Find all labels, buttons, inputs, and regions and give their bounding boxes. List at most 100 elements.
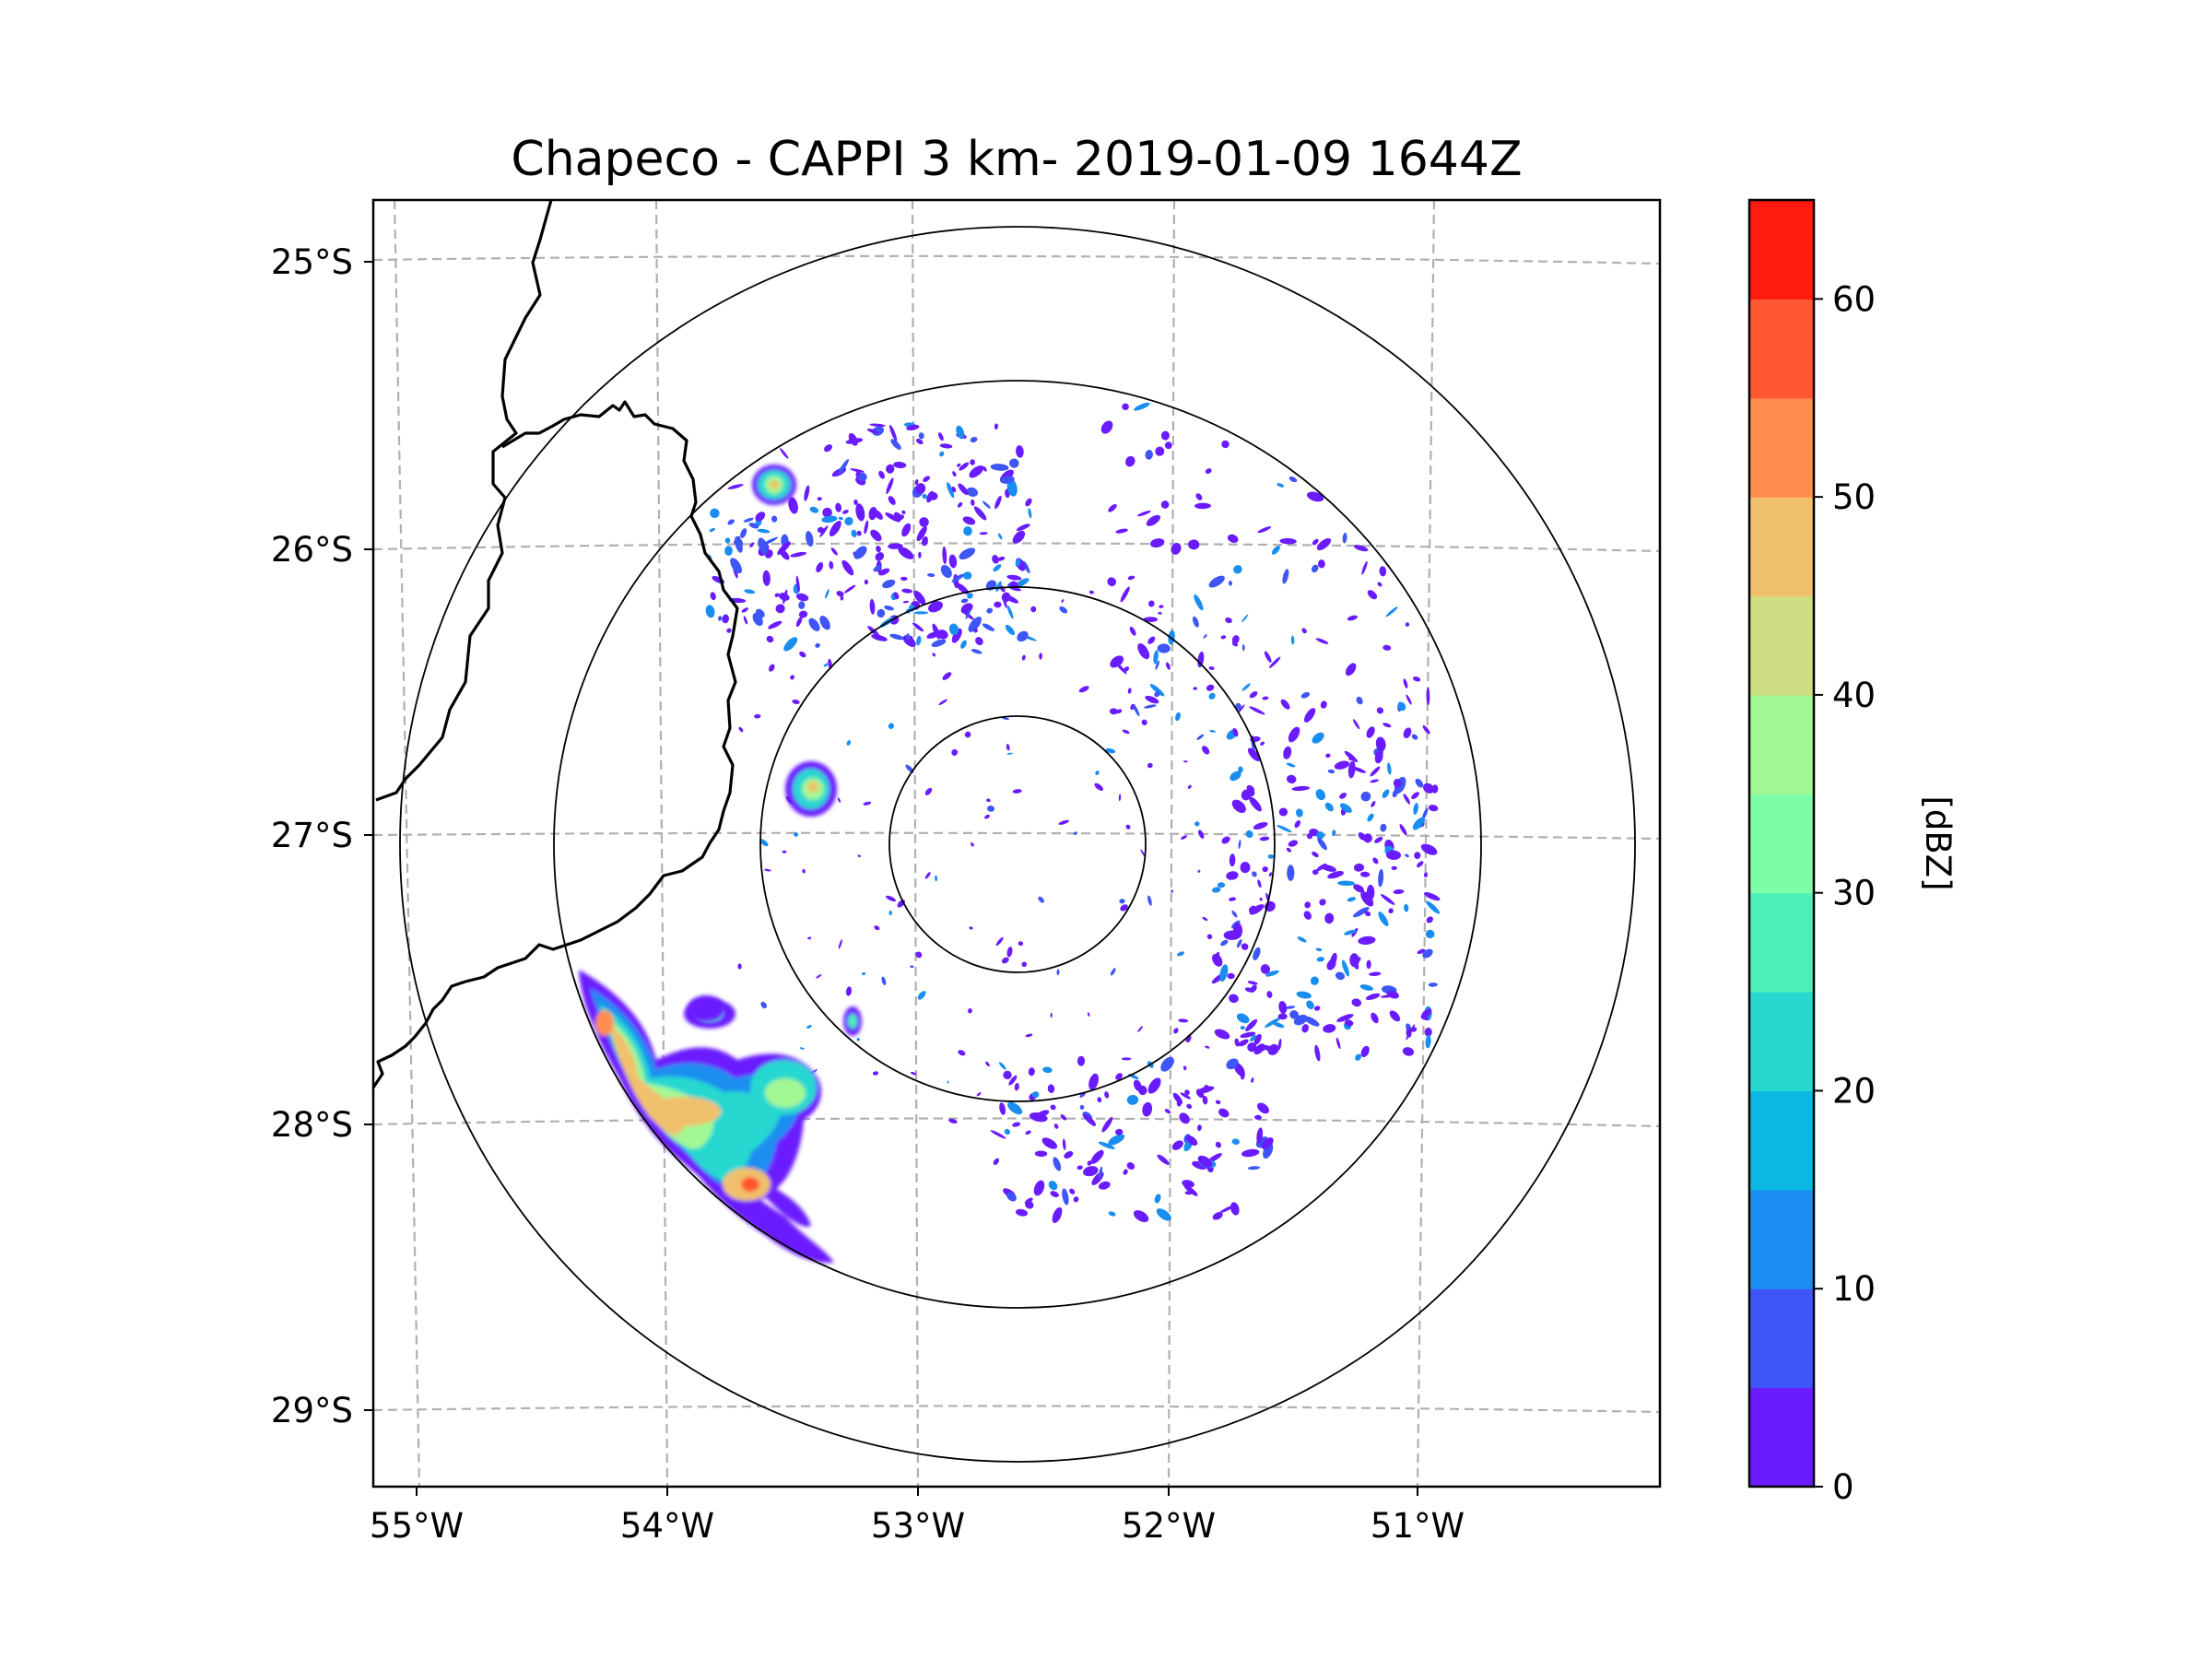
echo-speck: [888, 723, 894, 730]
echo-speck: [1187, 784, 1192, 789]
echo-speck: [748, 523, 759, 529]
echo-speck: [1034, 1150, 1048, 1158]
echo-speck: [749, 542, 755, 547]
echo-speck: [915, 951, 923, 959]
echo-speck: [1062, 1138, 1066, 1150]
echo-speck: [1240, 862, 1251, 874]
echo-speck: [855, 503, 865, 522]
echo-speck: [1230, 771, 1241, 782]
colorbar-segment: [1749, 892, 1814, 993]
echo-speck: [1327, 870, 1344, 879]
echo-speck: [1188, 539, 1200, 550]
echo-speck: [850, 468, 865, 473]
echo-speck: [1406, 694, 1412, 705]
echo-speck: [1047, 1084, 1055, 1093]
echo-speck: [1426, 900, 1441, 914]
echo-speck: [1247, 981, 1258, 985]
echo-speck: [1288, 726, 1300, 743]
echo-speck: [1095, 771, 1100, 776]
echo-speck: [1178, 1018, 1189, 1023]
echo-speck: [816, 562, 824, 572]
echo-speck: [1154, 1194, 1161, 1204]
echo-speck: [993, 564, 1002, 572]
echo-speck: [1186, 1103, 1193, 1110]
lon-label-55: 55°W: [370, 1506, 464, 1546]
echo-speck: [1249, 904, 1265, 915]
echo-speck: [754, 713, 761, 719]
echo-speck: [1157, 643, 1171, 653]
border-argentina-paraguay: [375, 200, 553, 802]
echo-speck: [1260, 741, 1265, 746]
border-argentina-brazil: [373, 400, 739, 1088]
echo-speck: [1259, 897, 1263, 901]
echo-speck: [1365, 993, 1381, 1001]
echo-speck: [766, 635, 774, 643]
echo-speck: [864, 520, 869, 535]
echo-speck: [1262, 696, 1269, 700]
echo-speck: [1296, 991, 1312, 999]
echo-speck: [912, 622, 924, 632]
echo-speck: [1197, 651, 1205, 668]
echo-speck: [967, 593, 973, 599]
echo-speck: [1110, 655, 1124, 668]
echo-speck: [1352, 719, 1360, 730]
echo-speck: [1376, 707, 1384, 714]
echo-speck: [1145, 450, 1153, 460]
echo-speck: [1312, 564, 1319, 573]
echo-speck: [760, 1001, 767, 1009]
echo-speck: [1208, 692, 1216, 700]
echo-speck: [857, 854, 861, 858]
echo-speck: [1266, 991, 1273, 998]
gridline-lat-29: [373, 1405, 1660, 1414]
echo-speck: [1257, 879, 1262, 888]
echo-speck: [759, 839, 769, 847]
echo-speck: [910, 1071, 917, 1076]
echo-speck: [1039, 653, 1042, 660]
echo-sw-52: [647, 1097, 721, 1126]
echo-speck: [1339, 803, 1352, 813]
echo-speck: [771, 515, 778, 523]
echo-speck: [923, 476, 930, 483]
echo-speck: [1236, 1013, 1250, 1024]
echo-speck: [1137, 643, 1150, 660]
echo-speck: [884, 605, 895, 611]
echo-speck: [724, 546, 733, 556]
colorbar-tick-label: 40: [1832, 676, 1876, 715]
echo-speck: [886, 477, 894, 495]
echo-speck: [1226, 871, 1239, 880]
echo-speck: [1356, 696, 1363, 705]
echo-speck: [1196, 1124, 1202, 1132]
echo-speck: [1364, 911, 1371, 917]
echo-speck: [1231, 1138, 1241, 1145]
echo-speck: [1208, 575, 1225, 588]
echo-speck: [1421, 807, 1429, 820]
echo-speck: [964, 731, 971, 738]
echo-small-2-inner: [848, 1014, 857, 1029]
echo-speck: [1264, 651, 1272, 663]
echo-speck: [1414, 852, 1421, 859]
echo-speck: [1412, 817, 1425, 830]
echo-speck: [855, 470, 861, 477]
echo-speck: [1268, 872, 1273, 877]
echo-speck: [1405, 622, 1410, 627]
echo-speck: [726, 628, 732, 633]
echo-speck: [1351, 957, 1361, 967]
echo-speck: [1156, 1208, 1171, 1221]
echo-speck: [856, 530, 862, 536]
echo-speck: [1353, 863, 1365, 872]
echo-speck: [1122, 403, 1129, 411]
echo-speck: [1404, 903, 1409, 912]
echo-speck: [743, 517, 754, 523]
echo-speck: [1048, 1181, 1058, 1191]
echo-speck: [1136, 510, 1151, 517]
echo-speck: [1059, 606, 1068, 614]
echo-speck: [1012, 530, 1026, 544]
colorbar-segment: [1749, 1288, 1814, 1389]
echo-speck: [1301, 628, 1307, 634]
echo-speck: [1193, 687, 1197, 690]
echo-sw-58-core: [741, 1177, 759, 1192]
echo-speck: [795, 575, 800, 593]
echo-speck: [1056, 969, 1060, 976]
echo-speck: [1428, 805, 1439, 812]
echo-speck: [973, 506, 987, 521]
